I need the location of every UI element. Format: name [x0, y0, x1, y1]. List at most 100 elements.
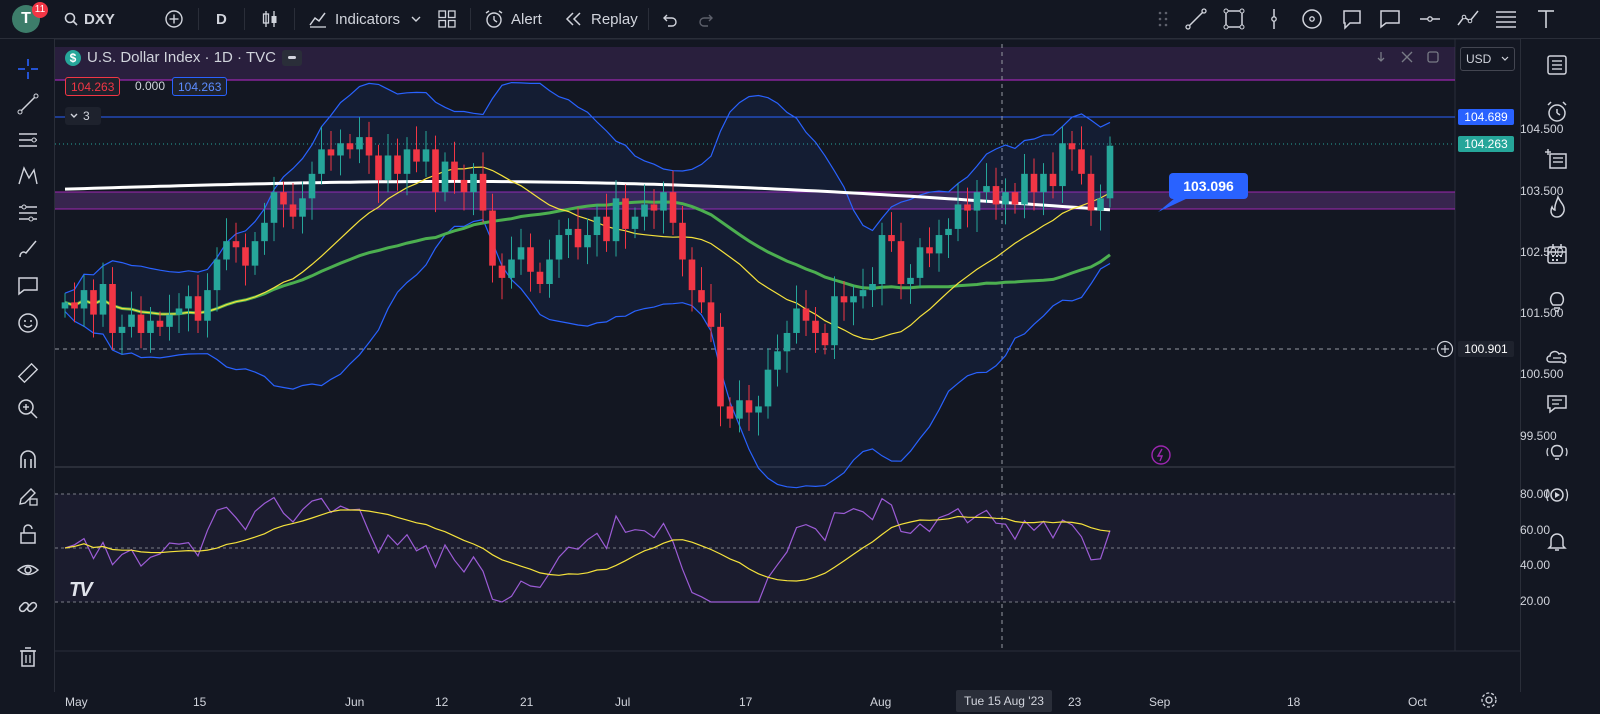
price-callout[interactable]: 103.096	[1169, 173, 1248, 199]
arrow-down-icon[interactable]	[1373, 49, 1389, 65]
hide-tool[interactable]	[14, 556, 42, 584]
compare-button[interactable]	[164, 0, 184, 38]
measure-tool[interactable]	[14, 359, 42, 387]
candle-body	[603, 216, 610, 242]
pattern-tool[interactable]	[14, 162, 42, 190]
layout-templates-button[interactable]	[437, 0, 457, 38]
candle-body	[61, 302, 69, 309]
chart-settings-button[interactable]	[1480, 691, 1498, 714]
calendar-button[interactable]	[1541, 238, 1573, 270]
price-chart[interactable]	[55, 38, 1520, 692]
brush-tool[interactable]	[14, 235, 42, 263]
notifications-button[interactable]	[1541, 525, 1573, 557]
alarm-clock-icon	[485, 10, 503, 28]
link-icon	[18, 601, 38, 613]
icon-tool[interactable]	[14, 309, 42, 337]
circle-tool[interactable]	[1300, 0, 1324, 38]
undo-button[interactable]	[660, 0, 678, 38]
magnet-tool[interactable]	[14, 446, 42, 474]
lock-all-tool[interactable]	[14, 520, 42, 548]
candle-body	[1097, 198, 1104, 211]
legend-settings-button[interactable]	[281, 49, 302, 66]
candle-body	[726, 406, 734, 419]
bollinger-lower	[64, 219, 1111, 489]
play-stream-icon	[1545, 488, 1569, 502]
data-window-button[interactable]	[1541, 143, 1573, 175]
zoom-tool[interactable]	[14, 395, 42, 423]
y-tick: 99.500	[1520, 429, 1557, 443]
add-alert-button[interactable]	[1436, 340, 1454, 358]
collapse-icon[interactable]	[1399, 49, 1415, 65]
x-tick: 17	[739, 695, 753, 709]
comment-tool[interactable]	[1378, 0, 1402, 38]
alert-button[interactable]: Alert	[484, 0, 542, 38]
candle-body	[346, 143, 354, 150]
rectangle-icon	[1223, 8, 1245, 30]
lock-drawing-tool[interactable]	[14, 482, 42, 510]
text-tool[interactable]	[1534, 0, 1558, 38]
candle-body	[413, 149, 420, 162]
remove-drawings-tool[interactable]	[14, 643, 42, 671]
chart-area[interactable]: $ U.S. Dollar Index · 1D · TVC 104.263 0…	[55, 38, 1563, 712]
streams-button[interactable]	[1541, 479, 1573, 511]
indicators-button[interactable]: Indicators	[308, 0, 400, 38]
price-value-box: 104.263	[65, 77, 121, 96]
comment-icon	[1380, 10, 1400, 29]
chats-button[interactable]	[1541, 388, 1573, 420]
alert-label: Alert	[511, 10, 542, 28]
ideas-button[interactable]	[1541, 285, 1573, 317]
crosshair-icon	[18, 59, 38, 79]
path-icon	[1457, 10, 1479, 26]
horizontal-ray-tool[interactable]	[1418, 0, 1442, 38]
channel-tool[interactable]	[14, 126, 42, 154]
indicator-count: 3	[83, 109, 90, 123]
crosshair-tool[interactable]	[14, 55, 42, 83]
rsi-y-tick: 20.00	[1520, 594, 1551, 608]
candle-body	[688, 259, 696, 291]
hotlists-button[interactable]	[1541, 191, 1573, 223]
alerts-button[interactable]	[1541, 96, 1573, 128]
fib-tool-left[interactable]	[14, 199, 42, 227]
candle-body	[166, 314, 173, 327]
chart-type-button[interactable]	[260, 0, 280, 38]
rectangle-tool[interactable]	[1222, 0, 1246, 38]
callout-tool[interactable]	[1340, 0, 1364, 38]
chevron-down-icon	[1501, 56, 1509, 61]
watchlist-button[interactable]	[1541, 49, 1573, 81]
candle-body	[992, 186, 1000, 205]
trend-line-tool[interactable]	[1184, 0, 1208, 38]
candle-body	[964, 204, 971, 211]
interval-button[interactable]: D	[216, 10, 227, 28]
candle-body	[109, 284, 116, 333]
currency-select[interactable]: USD	[1460, 47, 1515, 71]
maximize-icon[interactable]	[1425, 49, 1441, 65]
x-tick: Sep	[1149, 695, 1171, 709]
indicators-collapse-button[interactable]: 3	[65, 107, 101, 125]
candle-body	[774, 351, 781, 370]
indicators-dropdown-button[interactable]	[410, 0, 422, 38]
fib-tool[interactable]	[1494, 0, 1518, 38]
replay-button[interactable]: Replay	[564, 0, 638, 38]
drag-handle-icon[interactable]	[1158, 0, 1168, 38]
path-tool[interactable]	[1456, 0, 1482, 38]
user-avatar[interactable]: T 11	[12, 0, 48, 38]
annotation-tool[interactable]	[14, 272, 42, 300]
line-tool[interactable]	[14, 90, 42, 118]
vertical-line-tool[interactable]	[1262, 0, 1286, 38]
redo-button[interactable]	[698, 0, 716, 38]
add-list-icon	[1545, 149, 1567, 169]
tech-support-button[interactable]	[1541, 436, 1573, 468]
minus-icon	[287, 56, 296, 59]
events-marker[interactable]	[1151, 445, 1171, 470]
candle-body	[698, 290, 705, 303]
link-tool[interactable]	[14, 593, 42, 621]
candle-body	[584, 235, 591, 248]
crosshair-price-label: 100.901	[1458, 341, 1514, 357]
replay-label: Replay	[591, 10, 638, 28]
candle-body	[441, 161, 449, 193]
trend-line-icon	[1185, 8, 1207, 30]
chat-icon	[1547, 395, 1567, 414]
symbol-search[interactable]: DXY	[64, 0, 115, 38]
minds-button[interactable]	[1541, 341, 1573, 373]
y-tick: 101.500	[1520, 306, 1564, 320]
